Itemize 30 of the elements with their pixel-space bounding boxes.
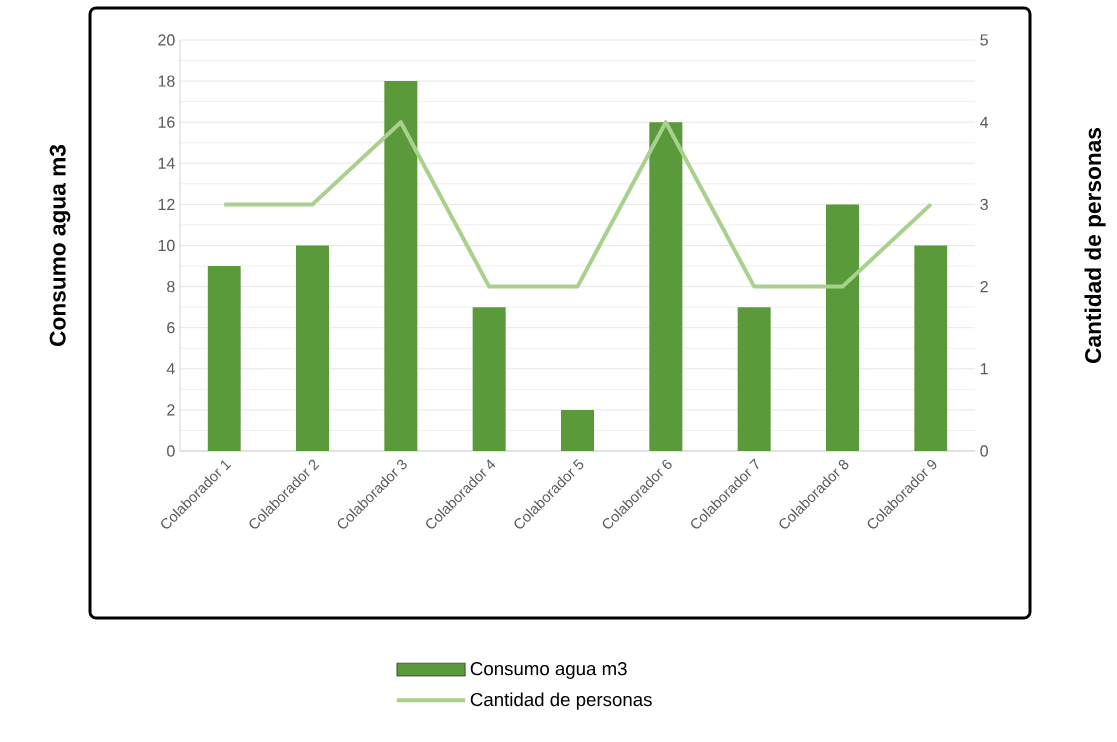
bar: [737, 307, 771, 451]
bar: [561, 409, 594, 451]
y-tick-label: 16: [158, 116, 175, 128]
y-tick-label: 10: [158, 239, 175, 252]
y-tick-label: 18: [158, 75, 175, 87]
y2-tick-label: 0: [980, 445, 988, 457]
y-tick-label: 20: [158, 34, 175, 46]
y2-tick-label: 2: [980, 281, 988, 293]
legend-label: Cantidad de personas: [470, 692, 652, 710]
bar: [649, 122, 683, 451]
bar: [384, 81, 418, 451]
y-tick-label: 0: [167, 445, 175, 457]
legend-label: Consumo agua m3: [470, 662, 627, 679]
y-axis-title: Consumo agua m3: [49, 144, 71, 346]
y-tick-label: 6: [167, 322, 175, 334]
bar: [472, 307, 506, 451]
y2-tick-label: 1: [980, 363, 988, 375]
y2-axis-title: Cantidad de personas: [1084, 128, 1106, 363]
y2-tick-label: 4: [980, 116, 989, 128]
y-tick-label: 8: [167, 280, 175, 293]
bar: [207, 266, 241, 451]
y2-tick-label: 5: [980, 34, 988, 46]
bar: [825, 204, 859, 451]
y-tick-label: 14: [158, 157, 175, 169]
y-tick-label: 2: [167, 404, 175, 416]
bar: [914, 245, 948, 451]
y-tick-label: 4: [166, 363, 175, 375]
y-tick-label: 12: [158, 198, 175, 210]
y2-tick-label: 3: [980, 198, 988, 211]
bar: [296, 245, 329, 451]
